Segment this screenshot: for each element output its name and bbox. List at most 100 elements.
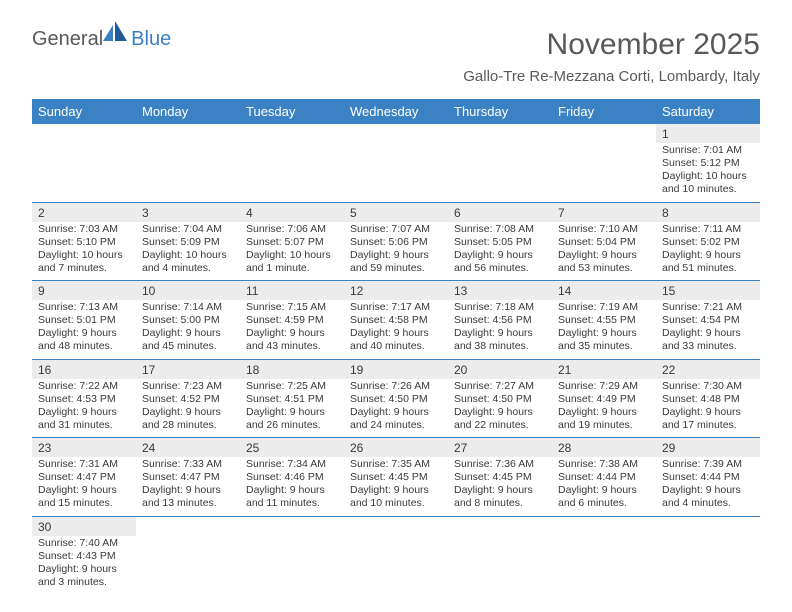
day-cell: 21Sunrise: 7:29 AMSunset: 4:49 PMDayligh… — [552, 360, 656, 438]
day-number: 11 — [240, 281, 344, 300]
month-title: November 2025 — [463, 28, 760, 62]
week-row: 1Sunrise: 7:01 AMSunset: 5:12 PMDaylight… — [32, 124, 760, 203]
day-sunset: Sunset: 5:01 PM — [38, 314, 130, 327]
day-cell: 28Sunrise: 7:38 AMSunset: 4:44 PMDayligh… — [552, 438, 656, 516]
day-sunset: Sunset: 5:05 PM — [454, 236, 546, 249]
day-cell — [136, 517, 240, 595]
day-number: 29 — [656, 438, 760, 457]
day-cell — [240, 517, 344, 595]
day-header: Saturday — [656, 99, 760, 124]
day-number: 13 — [448, 281, 552, 300]
day-sunrise: Sunrise: 7:38 AM — [558, 458, 650, 471]
logo: General Blue — [32, 28, 171, 51]
header: General Blue November 2025 Gallo-Tre Re-… — [0, 0, 792, 93]
day-header: Monday — [136, 99, 240, 124]
day-daylight: Daylight: 9 hours and 10 minutes. — [350, 484, 442, 510]
day-cell — [344, 124, 448, 202]
day-sunset: Sunset: 4:54 PM — [662, 314, 754, 327]
day-cell: 9Sunrise: 7:13 AMSunset: 5:01 PMDaylight… — [32, 281, 136, 359]
day-sunset: Sunset: 5:09 PM — [142, 236, 234, 249]
day-header: Thursday — [448, 99, 552, 124]
day-sunrise: Sunrise: 7:25 AM — [246, 380, 338, 393]
day-sunrise: Sunrise: 7:03 AM — [38, 223, 130, 236]
day-sunset: Sunset: 4:50 PM — [454, 393, 546, 406]
day-daylight: Daylight: 9 hours and 48 minutes. — [38, 327, 130, 353]
day-number: 21 — [552, 360, 656, 379]
day-daylight: Daylight: 9 hours and 28 minutes. — [142, 406, 234, 432]
day-sunset: Sunset: 5:06 PM — [350, 236, 442, 249]
day-number: 19 — [344, 360, 448, 379]
day-sunset: Sunset: 4:44 PM — [662, 471, 754, 484]
day-daylight: Daylight: 9 hours and 13 minutes. — [142, 484, 234, 510]
day-cell: 17Sunrise: 7:23 AMSunset: 4:52 PMDayligh… — [136, 360, 240, 438]
day-number: 22 — [656, 360, 760, 379]
day-daylight: Daylight: 9 hours and 19 minutes. — [558, 406, 650, 432]
day-sunrise: Sunrise: 7:31 AM — [38, 458, 130, 471]
day-sunrise: Sunrise: 7:35 AM — [350, 458, 442, 471]
day-daylight: Daylight: 9 hours and 3 minutes. — [38, 563, 130, 589]
day-daylight: Daylight: 9 hours and 4 minutes. — [662, 484, 754, 510]
day-daylight: Daylight: 9 hours and 51 minutes. — [662, 249, 754, 275]
day-sunrise: Sunrise: 7:06 AM — [246, 223, 338, 236]
day-sunrise: Sunrise: 7:27 AM — [454, 380, 546, 393]
day-cell: 5Sunrise: 7:07 AMSunset: 5:06 PMDaylight… — [344, 203, 448, 281]
day-number: 17 — [136, 360, 240, 379]
day-number: 15 — [656, 281, 760, 300]
day-number: 9 — [32, 281, 136, 300]
week-row: 30Sunrise: 7:40 AMSunset: 4:43 PMDayligh… — [32, 517, 760, 595]
day-sunrise: Sunrise: 7:13 AM — [38, 301, 130, 314]
day-sunset: Sunset: 4:45 PM — [350, 471, 442, 484]
day-cell: 25Sunrise: 7:34 AMSunset: 4:46 PMDayligh… — [240, 438, 344, 516]
day-cell — [344, 517, 448, 595]
day-sunset: Sunset: 5:00 PM — [142, 314, 234, 327]
day-sunrise: Sunrise: 7:07 AM — [350, 223, 442, 236]
day-daylight: Daylight: 10 hours and 4 minutes. — [142, 249, 234, 275]
day-sunrise: Sunrise: 7:40 AM — [38, 537, 130, 550]
day-daylight: Daylight: 10 hours and 7 minutes. — [38, 249, 130, 275]
day-number: 26 — [344, 438, 448, 457]
day-cell: 19Sunrise: 7:26 AMSunset: 4:50 PMDayligh… — [344, 360, 448, 438]
day-sunset: Sunset: 4:43 PM — [38, 550, 130, 563]
day-number: 1 — [656, 124, 760, 143]
day-sunrise: Sunrise: 7:04 AM — [142, 223, 234, 236]
day-cell: 3Sunrise: 7:04 AMSunset: 5:09 PMDaylight… — [136, 203, 240, 281]
day-cell: 7Sunrise: 7:10 AMSunset: 5:04 PMDaylight… — [552, 203, 656, 281]
title-block: November 2025 Gallo-Tre Re-Mezzana Corti… — [463, 28, 760, 85]
day-sunset: Sunset: 4:45 PM — [454, 471, 546, 484]
day-sunrise: Sunrise: 7:15 AM — [246, 301, 338, 314]
day-sunset: Sunset: 4:56 PM — [454, 314, 546, 327]
week-row: 9Sunrise: 7:13 AMSunset: 5:01 PMDaylight… — [32, 281, 760, 360]
day-cell — [656, 517, 760, 595]
day-number: 4 — [240, 203, 344, 222]
location-label: Gallo-Tre Re-Mezzana Corti, Lombardy, It… — [463, 68, 760, 85]
day-sunrise: Sunrise: 7:30 AM — [662, 380, 754, 393]
day-daylight: Daylight: 9 hours and 6 minutes. — [558, 484, 650, 510]
day-header: Friday — [552, 99, 656, 124]
day-number: 14 — [552, 281, 656, 300]
day-sunrise: Sunrise: 7:36 AM — [454, 458, 546, 471]
day-cell: 10Sunrise: 7:14 AMSunset: 5:00 PMDayligh… — [136, 281, 240, 359]
day-sunrise: Sunrise: 7:21 AM — [662, 301, 754, 314]
day-sunset: Sunset: 5:04 PM — [558, 236, 650, 249]
week-row: 23Sunrise: 7:31 AMSunset: 4:47 PMDayligh… — [32, 438, 760, 517]
day-daylight: Daylight: 9 hours and 8 minutes. — [454, 484, 546, 510]
day-sunrise: Sunrise: 7:39 AM — [662, 458, 754, 471]
day-sunrise: Sunrise: 7:19 AM — [558, 301, 650, 314]
day-daylight: Daylight: 9 hours and 43 minutes. — [246, 327, 338, 353]
day-cell: 29Sunrise: 7:39 AMSunset: 4:44 PMDayligh… — [656, 438, 760, 516]
day-daylight: Daylight: 9 hours and 24 minutes. — [350, 406, 442, 432]
week-row: 16Sunrise: 7:22 AMSunset: 4:53 PMDayligh… — [32, 360, 760, 439]
day-sunset: Sunset: 4:46 PM — [246, 471, 338, 484]
day-sunset: Sunset: 4:53 PM — [38, 393, 130, 406]
logo-sail-icon — [101, 21, 129, 50]
day-header: Sunday — [32, 99, 136, 124]
day-sunset: Sunset: 4:47 PM — [38, 471, 130, 484]
day-number: 10 — [136, 281, 240, 300]
day-number: 8 — [656, 203, 760, 222]
day-sunrise: Sunrise: 7:23 AM — [142, 380, 234, 393]
day-cell: 8Sunrise: 7:11 AMSunset: 5:02 PMDaylight… — [656, 203, 760, 281]
day-sunrise: Sunrise: 7:18 AM — [454, 301, 546, 314]
day-daylight: Daylight: 9 hours and 15 minutes. — [38, 484, 130, 510]
day-sunset: Sunset: 4:59 PM — [246, 314, 338, 327]
day-number: 6 — [448, 203, 552, 222]
